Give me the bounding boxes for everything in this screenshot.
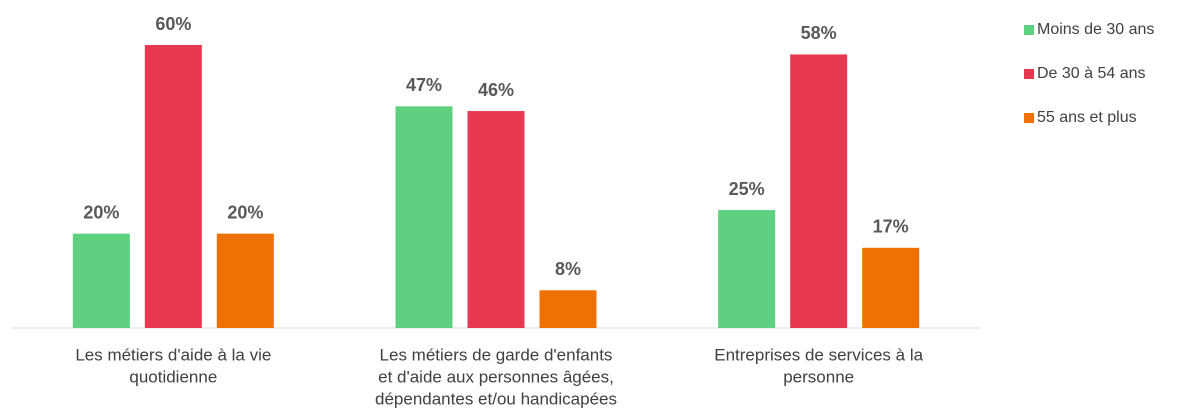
value-label: 46% [478,80,514,100]
value-label: 17% [873,217,909,237]
bar [72,233,130,328]
x-tick-label: dépendantes et/ou handicapées [375,389,617,408]
value-label: 47% [406,75,442,95]
x-tick-label: et d'aide aux personnes âgées, [378,367,614,386]
value-label: 60% [155,14,191,34]
bar [395,106,453,328]
x-tick-label: Entreprises de services à la [714,345,923,364]
legend-label: Moins de 30 ans [1037,21,1154,38]
bar [216,233,274,328]
bar [539,290,597,328]
bar [862,247,920,328]
value-label: 20% [227,202,263,222]
value-label: 20% [83,202,119,222]
x-tick-label: personne [783,367,854,386]
bar [790,54,848,328]
x-tick-label: quotidienne [129,367,217,386]
legend-swatch [1024,25,1034,35]
legend-swatch [1024,69,1034,79]
x-tick-label: Les métiers d'aide à la vie [75,345,271,364]
value-label: 25% [729,179,765,199]
bar [718,210,776,328]
bar [144,45,202,328]
value-label: 8% [555,259,581,279]
legend-swatch [1024,113,1034,123]
legend-label: 55 ans et plus [1037,109,1137,126]
value-label: 58% [801,23,837,43]
bar [467,111,525,329]
legend-label: De 30 à 54 ans [1037,65,1146,82]
x-tick-label: Les métiers de garde d'enfants [380,345,613,364]
